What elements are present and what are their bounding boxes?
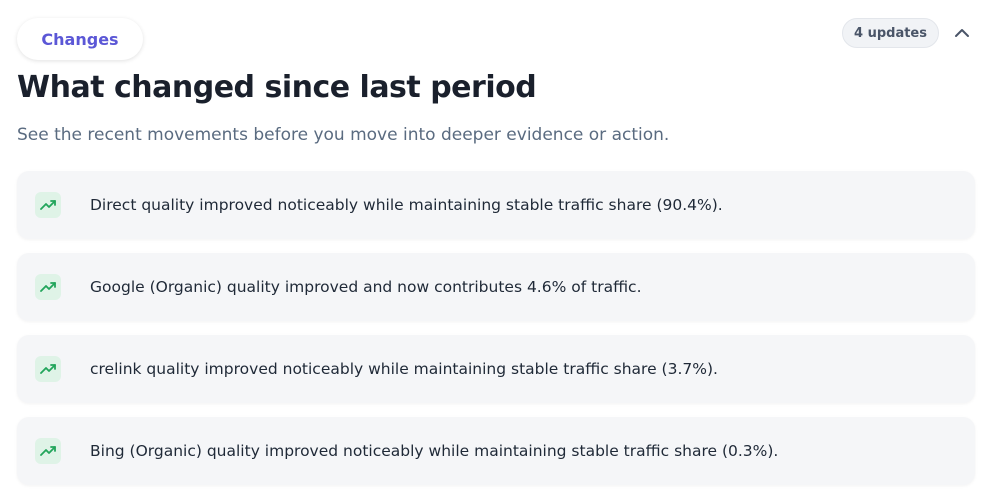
title: What changed since last period (17, 70, 537, 105)
change-item: Bing (Organic) quality improved noticeab… (17, 417, 975, 485)
change-item: crelink quality improved noticeably whil… (17, 335, 975, 403)
change-item: Google (Organic) quality improved and no… (17, 253, 975, 321)
change-text: Google (Organic) quality improved and no… (90, 278, 642, 296)
trend-icon (35, 192, 61, 218)
change-text: Direct quality improved noticeably while… (90, 196, 723, 214)
subtitle: See the recent movements before you move… (17, 125, 670, 145)
trend-icon (35, 356, 61, 382)
change-text: Bing (Organic) quality improved noticeab… (90, 442, 779, 460)
trend-icon (35, 438, 61, 464)
collapse-toggle[interactable] (953, 25, 971, 41)
change-text: crelink quality improved noticeably whil… (90, 360, 718, 378)
trend-icon (35, 274, 61, 300)
tab[interactable]: Changes (17, 18, 143, 60)
change-item: Direct quality improved noticeably while… (17, 171, 975, 239)
update-badge: 4 updates (842, 18, 939, 48)
